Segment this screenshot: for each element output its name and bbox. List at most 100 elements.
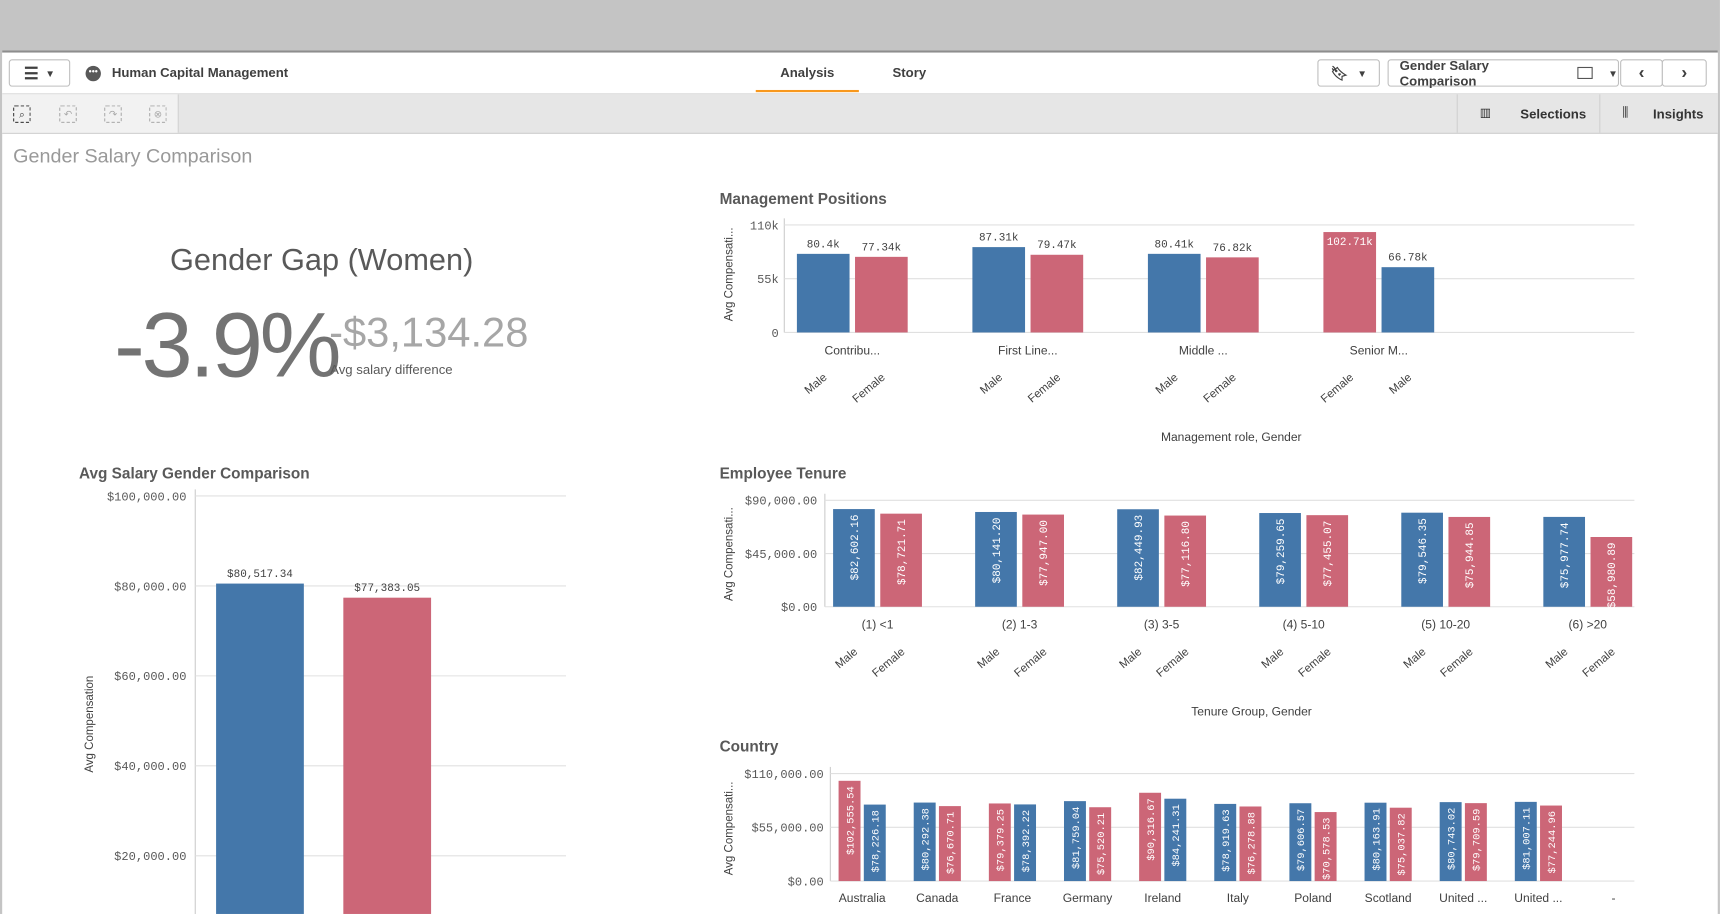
bar-female[interactable] [1323,232,1377,333]
step-forward-icon[interactable]: ↷ [104,105,122,123]
gender-label: Male [978,372,1005,397]
bar-female[interactable] [1206,257,1259,333]
bar-female[interactable] [1139,792,1162,882]
bar-male[interactable] [796,253,850,333]
bar-male[interactable] [1381,267,1435,333]
bar-female[interactable] [1314,812,1337,882]
gender-label: Female [1154,646,1191,680]
bar-female[interactable] [855,256,908,333]
nav-menu-button[interactable]: ☰ ▼ [8,59,71,87]
bar-female[interactable] [343,597,432,914]
bar-female[interactable] [1239,806,1262,882]
category-label: Canada [916,891,958,905]
category-label: - [1612,891,1616,905]
gender-label: Female [1026,372,1063,406]
data-label: $78,721.71 [897,519,909,585]
bar-female[interactable] [1089,807,1112,882]
app-more-icon[interactable]: ••• [85,65,101,82]
app-title: Human Capital Management [111,64,289,81]
data-label: 76.82k [1213,243,1253,255]
app-header: ☰ ▼ ••• Human Capital Management Analysi… [2,52,1718,95]
bar-male[interactable] [1259,513,1301,607]
data-label: $78,392.22 [1021,810,1033,872]
bar-male[interactable] [1214,803,1237,882]
category-label: France [994,891,1032,905]
category-label: Italy [1227,891,1249,905]
bar-male[interactable] [913,802,936,882]
y-tick-label: $110,000.00 [744,768,824,782]
bar-male[interactable] [1401,512,1443,607]
data-label: $90,316.67 [1146,798,1158,860]
category-label: Germany [1063,891,1113,905]
bar-male[interactable] [1543,516,1586,607]
bar-female[interactable] [1448,516,1491,607]
category-label: (3) 3-5 [1144,618,1180,632]
previous-sheet-button[interactable]: ‹ [1620,59,1663,87]
data-label: $75,520.21 [1096,813,1108,875]
gender-label: Female [1202,372,1239,406]
tab-story[interactable]: Story [892,64,927,81]
data-label: $82,449.93 [1134,515,1146,581]
step-back-icon[interactable]: ↶ [59,105,77,123]
y-tick-label: $45,000.00 [745,548,817,562]
sheet-selector[interactable]: Gender Salary Comparison ▼ [1387,58,1620,88]
y-axis-title: Avg Compensati... [724,227,736,321]
y-tick-label: $80,000.00 [114,580,186,594]
bar-female[interactable] [1464,803,1487,882]
y-tick-label: $60,000.00 [114,670,186,684]
data-label: $82,602.16 [850,515,862,581]
chart-title-tenure: Employee Tenure [719,464,847,482]
bar-male[interactable] [1063,801,1086,882]
selections-button[interactable]: ▥ Selections [1456,94,1601,133]
data-label: $77,244.96 [1547,811,1559,873]
bar-male[interactable] [975,511,1017,607]
data-label: $70,578.53 [1321,818,1333,880]
bar-female[interactable] [1590,537,1633,607]
bar-male[interactable] [1364,802,1387,882]
data-label: $58,980.89 [1607,542,1619,608]
bar-male[interactable] [1014,804,1037,882]
bar-female[interactable] [1389,807,1412,882]
bar-male[interactable] [1514,801,1537,882]
gender-label: Male [1402,646,1429,671]
bar-female[interactable] [1306,515,1349,607]
data-label: 66.78k [1388,253,1428,265]
bookmark-button[interactable]: 🔖︎ ▼ [1317,59,1380,87]
insights-button[interactable]: ⫼ Insights [1599,94,1719,133]
kpi-amount: -$3,134.28 [329,310,529,357]
data-label: 79.47k [1037,240,1077,252]
data-label: 80.41k [1154,239,1194,251]
chevron-down-icon: ▼ [45,67,56,79]
bar-female[interactable] [1022,514,1064,607]
data-label: $75,037.82 [1397,813,1409,875]
bar-male[interactable] [216,583,304,914]
kpi-amount-label: Avg salary difference [330,362,453,378]
data-label: 77.34k [862,242,902,254]
gender-label: Male [1387,372,1414,397]
clear-selections-icon[interactable]: ⊗ [149,105,167,123]
chevron-down-icon: ▼ [1357,67,1367,79]
category-label: Contribu... [825,343,881,357]
bar-male[interactable] [1147,253,1201,333]
tab-analysis[interactable]: Analysis [755,53,859,93]
bar-male[interactable] [1439,802,1462,882]
bar-female[interactable] [1030,254,1084,333]
bar-female[interactable] [1164,515,1207,607]
bar-male[interactable] [972,247,1026,333]
bar-female[interactable] [988,803,1011,882]
bar-male[interactable] [863,804,886,882]
bar-female[interactable] [938,806,961,882]
bar-male[interactable] [833,509,875,607]
next-sheet-button[interactable]: › [1661,59,1707,87]
bar-female[interactable] [838,780,861,882]
bar-male[interactable] [1164,798,1187,882]
bar-female[interactable] [880,513,922,607]
y-tick-label: $20,000.00 [114,850,186,864]
smart-search-icon[interactable]: ⌕ [13,105,31,123]
category-label: Ireland [1144,891,1181,905]
bar-male[interactable] [1117,509,1159,607]
bar-female[interactable] [1540,805,1562,882]
data-label: $80,292.38 [921,808,933,870]
data-label: $81,007.11 [1522,807,1534,869]
bar-male[interactable] [1289,803,1312,882]
